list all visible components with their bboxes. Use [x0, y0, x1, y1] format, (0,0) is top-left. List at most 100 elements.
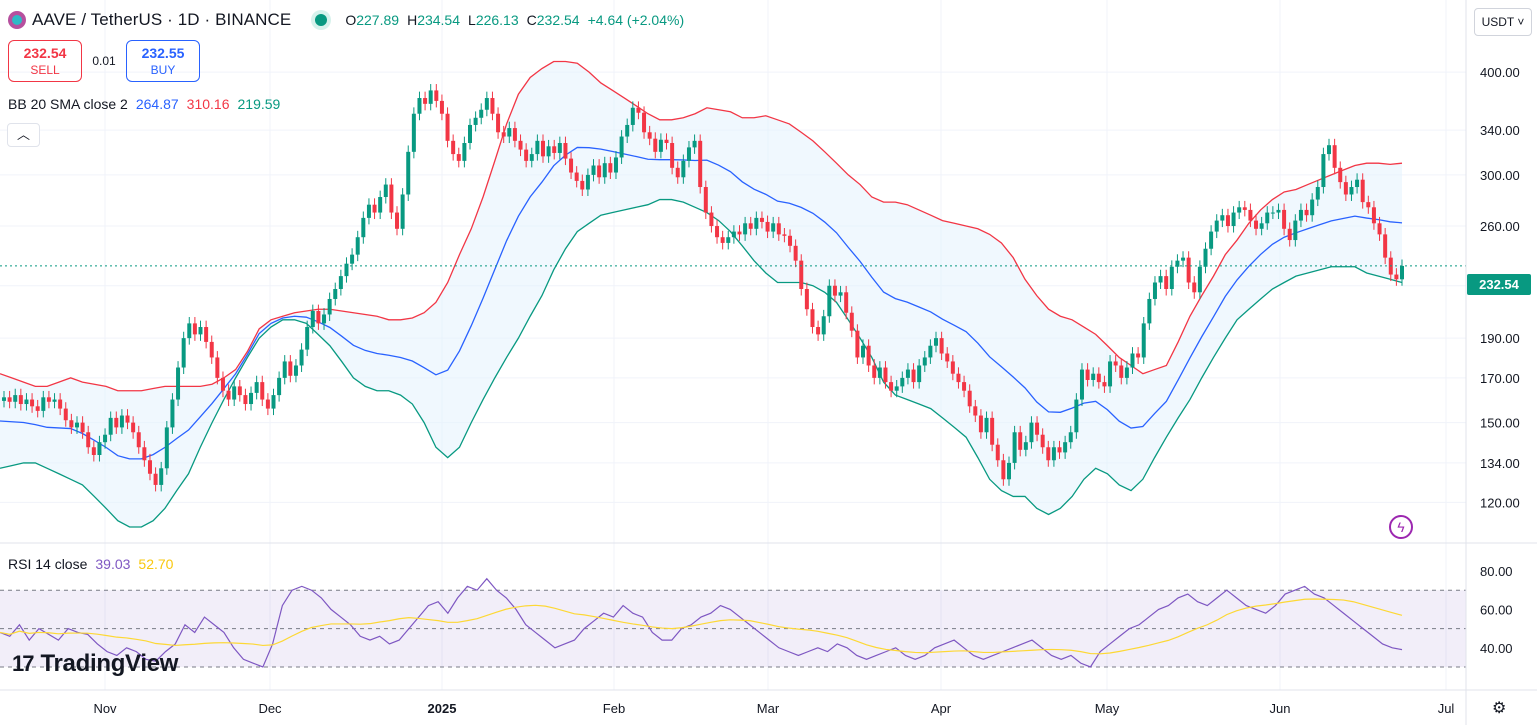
- candle-body: [1079, 369, 1084, 400]
- candle-body: [1169, 266, 1174, 290]
- candle-body: [1237, 207, 1242, 213]
- candle-body: [277, 377, 282, 396]
- candle-body: [1096, 373, 1101, 383]
- candle-body: [52, 399, 57, 402]
- buy-button[interactable]: 232.55 BUY: [126, 40, 200, 82]
- candle-body: [1400, 265, 1404, 280]
- candle-body: [900, 377, 905, 387]
- candle-body: [299, 349, 304, 366]
- aave-logo-icon: [8, 11, 26, 29]
- candle-body: [181, 338, 186, 368]
- candle-body: [187, 323, 192, 339]
- candle-body: [164, 427, 169, 469]
- current-price-tag: 232.54: [1467, 274, 1531, 295]
- time-tick-label: Dec: [258, 701, 282, 716]
- candle-body: [883, 367, 888, 383]
- lightning-icon[interactable]: ϟ: [1389, 515, 1413, 539]
- candle-body: [1040, 434, 1045, 448]
- candle-body: [512, 128, 517, 141]
- candle-body: [361, 217, 366, 238]
- candle-body: [176, 367, 181, 400]
- candle-body: [849, 312, 854, 331]
- candle-body: [411, 113, 416, 152]
- candle-body: [602, 163, 607, 178]
- collapse-legend-button[interactable]: ︿: [7, 123, 40, 147]
- candle-body: [108, 417, 113, 435]
- currency-dropdown[interactable]: USDT ˅: [1474, 8, 1532, 36]
- time-tick-label: Apr: [931, 701, 952, 716]
- candle-body: [1057, 447, 1062, 453]
- candle-body: [597, 165, 602, 178]
- candle-body: [546, 146, 551, 157]
- candle-body: [389, 184, 394, 213]
- candle-body: [383, 184, 388, 198]
- candle-body: [350, 254, 355, 264]
- candle-body: [574, 172, 579, 181]
- candle-body: [1304, 209, 1309, 216]
- candle-body: [782, 234, 787, 236]
- trade-panel: 232.54 SELL 0.01 232.55 BUY: [8, 40, 200, 82]
- bb-lower-line: [0, 198, 1403, 528]
- rsi-legend[interactable]: RSI 14 close 39.03 52.70: [8, 556, 173, 572]
- candle-body: [226, 390, 231, 400]
- candle-body: [1327, 145, 1332, 155]
- candle-body: [7, 397, 12, 402]
- candle-body: [928, 345, 933, 358]
- candle-body: [1012, 432, 1017, 463]
- candle-body: [540, 140, 545, 157]
- ohlc-values: O227.89 H234.54 L226.13 C232.54 +4.64 (+…: [345, 12, 685, 28]
- candle-body: [956, 373, 961, 383]
- symbol-title[interactable]: AAVE / TetherUS · 1D · BINANCE: [32, 10, 292, 29]
- candle-body: [816, 327, 821, 335]
- bollinger-band: [0, 60, 1403, 528]
- candle-body: [973, 406, 978, 416]
- candle-body: [1186, 257, 1191, 283]
- candle-body: [243, 395, 248, 405]
- candle-body: [1276, 209, 1281, 213]
- candle-body: [984, 417, 989, 433]
- candle-body: [1360, 179, 1365, 203]
- candle-body: [737, 231, 742, 235]
- market-status-icon[interactable]: [315, 14, 328, 26]
- price-tick-label: 400.00: [1480, 65, 1520, 80]
- candle-body: [147, 460, 152, 474]
- candle-body: [1203, 248, 1208, 267]
- candle-body: [1108, 361, 1113, 387]
- bb-upper-line: [0, 60, 1403, 392]
- candle-body: [1225, 215, 1230, 227]
- candle-body: [192, 323, 197, 335]
- bb-legend[interactable]: BB 20 SMA close 2 264.87 310.16 219.59: [8, 96, 280, 112]
- candle-body: [417, 98, 422, 114]
- candle-body: [293, 365, 298, 376]
- candle-body: [35, 406, 40, 411]
- chevron-up-icon: ︿: [16, 127, 30, 142]
- candle-body: [844, 292, 849, 313]
- candle-body: [518, 140, 523, 150]
- candle-body: [1338, 167, 1343, 183]
- sell-button[interactable]: 232.54 SELL: [8, 40, 82, 82]
- candle-body: [333, 289, 338, 299]
- candle-body: [204, 327, 209, 342]
- candle-body: [103, 434, 108, 443]
- candle-body: [861, 345, 866, 358]
- candle-body: [995, 444, 1000, 461]
- candle-body: [198, 327, 203, 335]
- candle-body: [215, 357, 220, 378]
- candle-body: [1298, 209, 1303, 221]
- tradingview-logo[interactable]: 17 TradingView: [12, 650, 179, 677]
- candle-body: [153, 473, 158, 485]
- candle-body: [237, 386, 242, 396]
- candle-body: [395, 212, 400, 229]
- candle-body: [327, 298, 332, 315]
- candle-body: [653, 138, 658, 152]
- candle-body: [232, 386, 237, 400]
- candle-body: [524, 149, 529, 161]
- candle-body: [63, 408, 68, 421]
- rsi-ma-line: [0, 598, 1403, 655]
- settings-icon[interactable]: ⚙: [1492, 700, 1507, 717]
- candle-body: [1383, 234, 1388, 258]
- candle-body: [1113, 361, 1118, 366]
- candle-body: [1029, 422, 1034, 443]
- candle-body: [1293, 220, 1298, 241]
